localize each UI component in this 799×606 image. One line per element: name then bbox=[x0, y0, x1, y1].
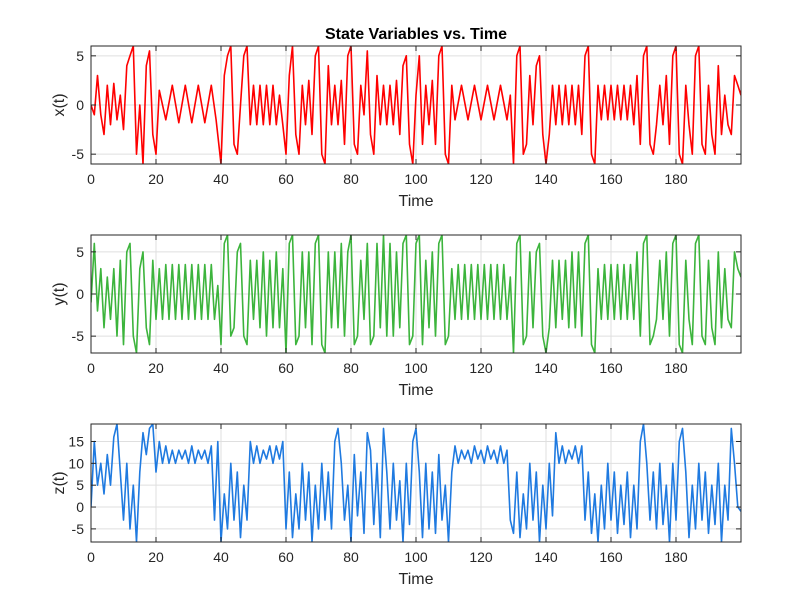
y-tick-label: 0 bbox=[76, 286, 84, 302]
x-tick-label: 100 bbox=[404, 549, 428, 565]
x-tick-label: 40 bbox=[213, 171, 229, 187]
x-tick-label: 60 bbox=[278, 549, 294, 565]
x-tick-label: 180 bbox=[664, 549, 688, 565]
chart-title: State Variables vs. Time bbox=[325, 26, 507, 43]
y-tick-label: 5 bbox=[76, 477, 84, 493]
x-tick-label: 140 bbox=[534, 171, 558, 187]
x-tick-label: 60 bbox=[278, 171, 294, 187]
x-tick-label: 140 bbox=[534, 360, 558, 376]
y-axis-label: x(t) bbox=[51, 93, 68, 116]
x-tick-label: 80 bbox=[343, 360, 359, 376]
x-tick-label: 140 bbox=[534, 549, 558, 565]
x-tick-label: 120 bbox=[469, 360, 493, 376]
y-axis-label: y(t) bbox=[51, 282, 68, 305]
x-tick-label: 0 bbox=[87, 549, 95, 565]
x-tick-label: 20 bbox=[148, 360, 164, 376]
y-tick-label: 0 bbox=[76, 499, 84, 515]
x-tick-label: 20 bbox=[148, 171, 164, 187]
y-tick-label: 15 bbox=[68, 433, 84, 449]
x-tick-label: 80 bbox=[343, 171, 359, 187]
x-tick-label: 160 bbox=[599, 549, 623, 565]
x-tick-label: 0 bbox=[87, 171, 95, 187]
x-tick-label: 80 bbox=[343, 549, 359, 565]
x-tick-label: 120 bbox=[469, 171, 493, 187]
x-tick-label: 20 bbox=[148, 549, 164, 565]
series-line-y(t) bbox=[91, 235, 741, 353]
y-tick-label: 5 bbox=[76, 48, 84, 64]
x-tick-label: 40 bbox=[213, 360, 229, 376]
y-tick-label: -5 bbox=[72, 146, 85, 162]
y-tick-label: 5 bbox=[76, 244, 84, 260]
x-axis-label: Time bbox=[399, 193, 434, 210]
series-line-x(t) bbox=[91, 46, 741, 164]
x-tick-label: 40 bbox=[213, 549, 229, 565]
x-tick-label: 60 bbox=[278, 360, 294, 376]
x-tick-label: 100 bbox=[404, 171, 428, 187]
x-tick-label: 160 bbox=[599, 360, 623, 376]
x-tick-label: 100 bbox=[404, 360, 428, 376]
x-tick-label: 120 bbox=[469, 549, 493, 565]
x-axis-label: Time bbox=[399, 382, 434, 399]
x-tick-label: 160 bbox=[599, 171, 623, 187]
y-tick-label: -5 bbox=[72, 521, 85, 537]
y-tick-label: 10 bbox=[68, 455, 84, 471]
x-tick-label: 180 bbox=[664, 171, 688, 187]
y-tick-label: -5 bbox=[72, 328, 85, 344]
x-axis-label: Time bbox=[399, 571, 434, 588]
x-tick-label: 0 bbox=[87, 360, 95, 376]
y-axis-label: z(t) bbox=[51, 471, 68, 494]
x-tick-label: 180 bbox=[664, 360, 688, 376]
y-tick-label: 0 bbox=[76, 97, 84, 113]
